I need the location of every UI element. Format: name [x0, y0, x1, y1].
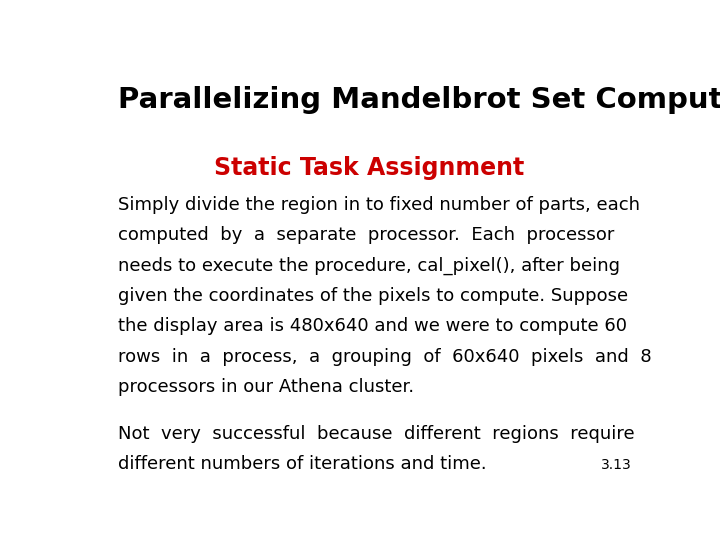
Text: 3.13: 3.13: [600, 458, 631, 472]
Text: Not  very  successful  because  different  regions  require: Not very successful because different re…: [118, 425, 634, 443]
Text: Simply divide the region in to fixed number of parts, each: Simply divide the region in to fixed num…: [118, 196, 640, 214]
Text: needs to execute the procedure, cal_pixel(), after being: needs to execute the procedure, cal_pixe…: [118, 256, 620, 275]
Text: rows  in  a  process,  a  grouping  of  60x640  pixels  and  8: rows in a process, a grouping of 60x640 …: [118, 348, 652, 366]
Text: Static Task Assignment: Static Task Assignment: [214, 156, 524, 180]
Text: computed  by  a  separate  processor.  Each  processor: computed by a separate processor. Each p…: [118, 226, 614, 244]
Text: given the coordinates of the pixels to compute. Suppose: given the coordinates of the pixels to c…: [118, 287, 628, 305]
Text: processors in our Athena cluster.: processors in our Athena cluster.: [118, 378, 414, 396]
Text: the display area is 480x640 and we were to compute 60: the display area is 480x640 and we were …: [118, 317, 627, 335]
Text: different numbers of iterations and time.: different numbers of iterations and time…: [118, 455, 487, 473]
Text: Parallelizing Mandelbrot Set Computation: Parallelizing Mandelbrot Set Computation: [118, 85, 720, 113]
